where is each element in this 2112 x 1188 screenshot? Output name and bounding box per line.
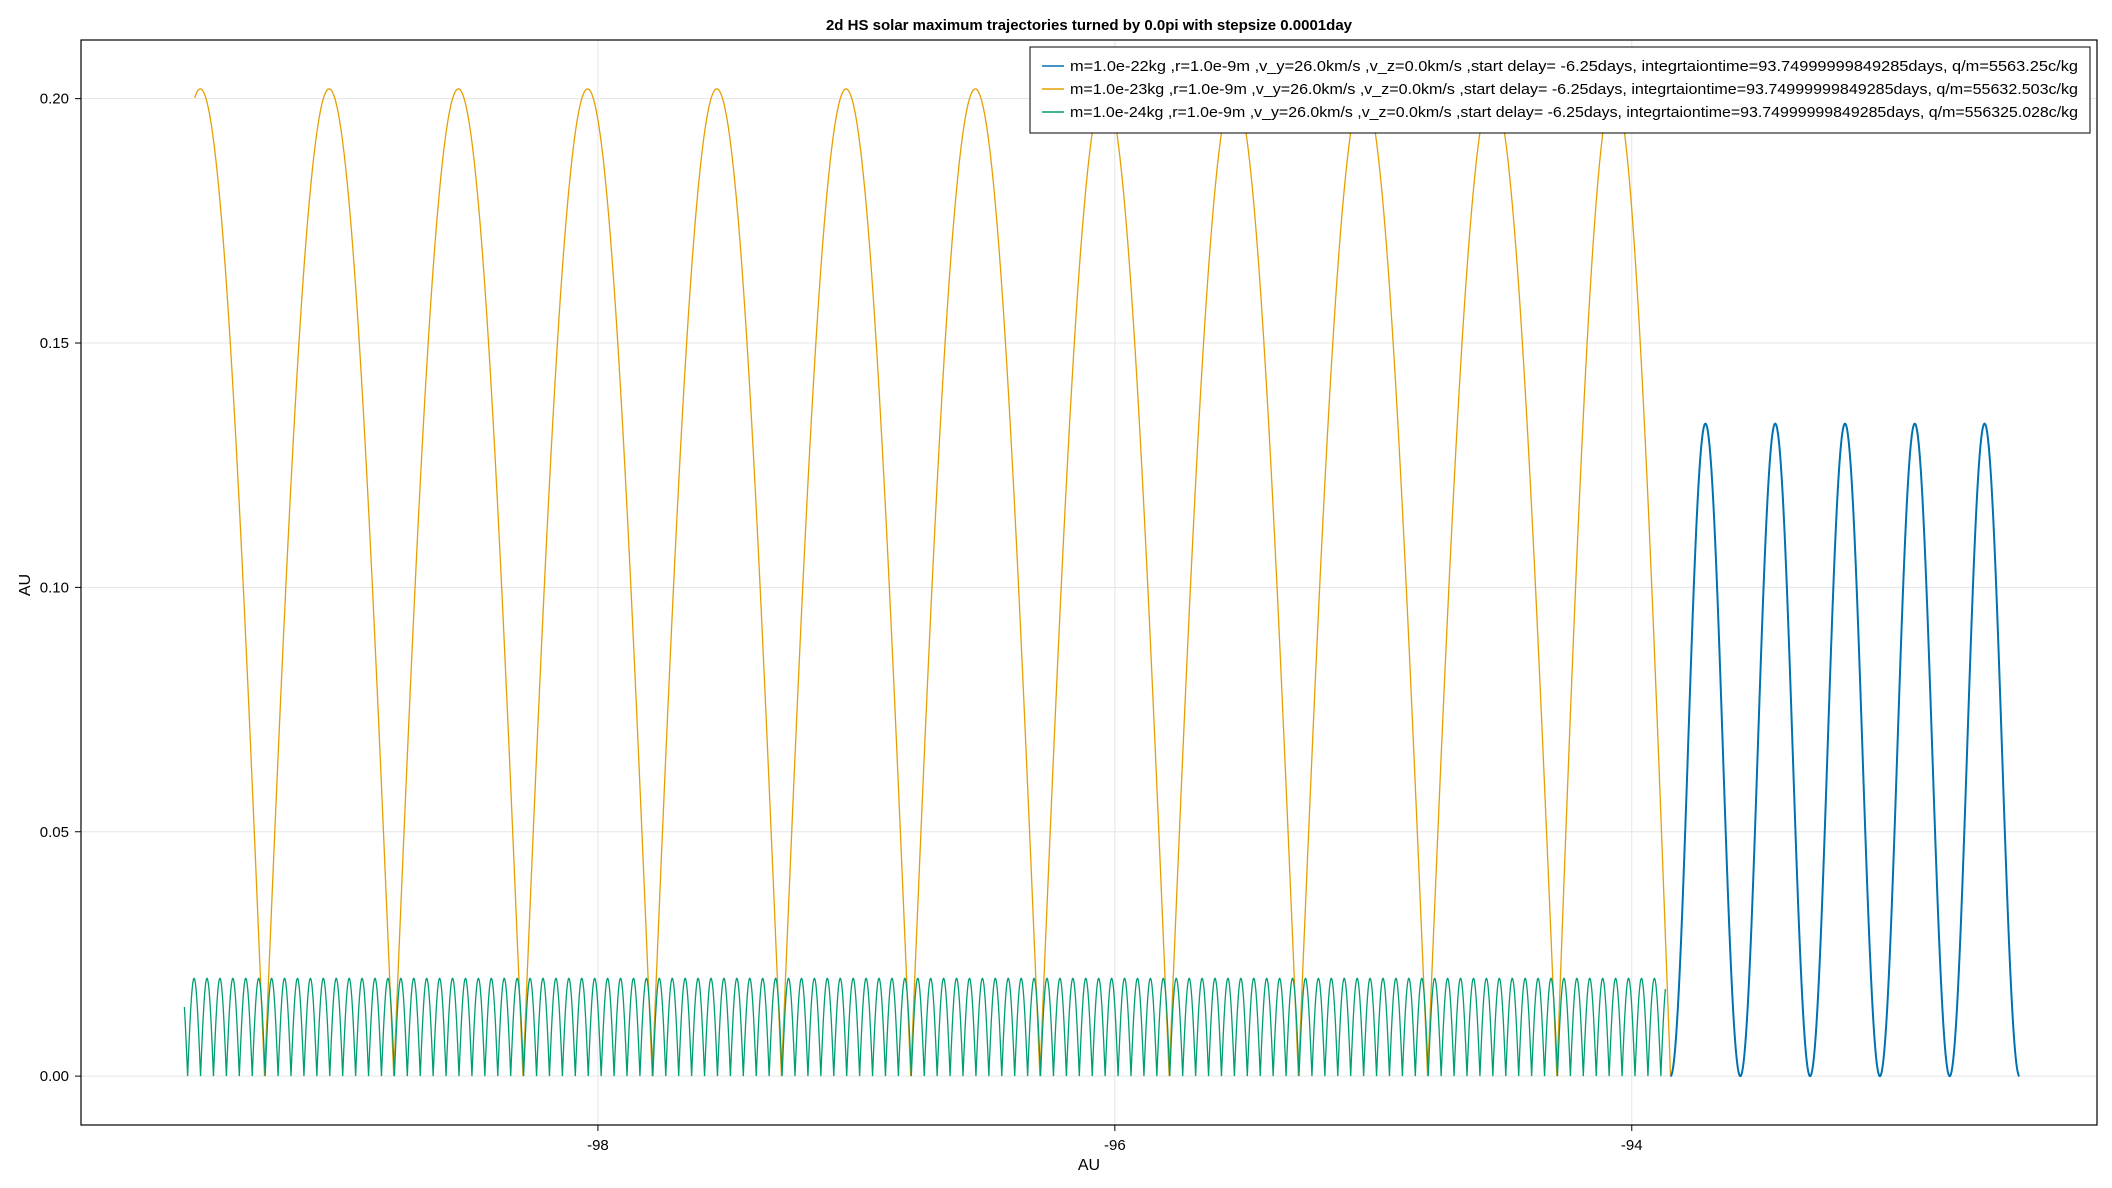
series-line-3: [183, 977, 1667, 1077]
legend-label-2: m=1.0e-23kg ,r=1.0e-9m ,v_y=26.0km/s ,v_…: [1070, 81, 2078, 98]
chart-title: 2d HS solar maximum trajectories turned …: [826, 17, 1353, 34]
x-tick-label: -94: [1621, 1137, 1643, 1154]
y-tick-label: 0.00: [40, 1068, 69, 1085]
legend-label-3: m=1.0e-24kg ,r=1.0e-9m ,v_y=26.0km/s ,v_…: [1070, 104, 2078, 121]
x-tick-label: -98: [587, 1137, 609, 1154]
series-layer: [183, 88, 2020, 1078]
y-tick-label: 0.20: [40, 91, 69, 108]
plot-frame: [80, 39, 2098, 1126]
series-line-1: [1670, 422, 2020, 1078]
y-tick-label: 0.05: [40, 824, 69, 841]
y-tick-label: 0.10: [40, 579, 69, 596]
x-tick-label: -96: [1104, 1137, 1126, 1154]
legend-box: [1029, 46, 2091, 134]
series-line-2: [194, 88, 1672, 1077]
legend-label-1: m=1.0e-22kg ,r=1.0e-9m ,v_y=26.0km/s ,v_…: [1070, 58, 2078, 75]
x-axis-label: AU: [1078, 1157, 1100, 1174]
ticks: -98 -96 -94 0.00 0.05 0.10 0.15 0.20: [40, 91, 1643, 1154]
legend: m=1.0e-22kg ,r=1.0e-9m ,v_y=26.0km/s ,v_…: [1029, 46, 2091, 134]
grid: [81, 40, 2097, 1125]
y-axis-label: AU: [17, 574, 34, 596]
y-tick-label: 0.15: [40, 335, 69, 352]
